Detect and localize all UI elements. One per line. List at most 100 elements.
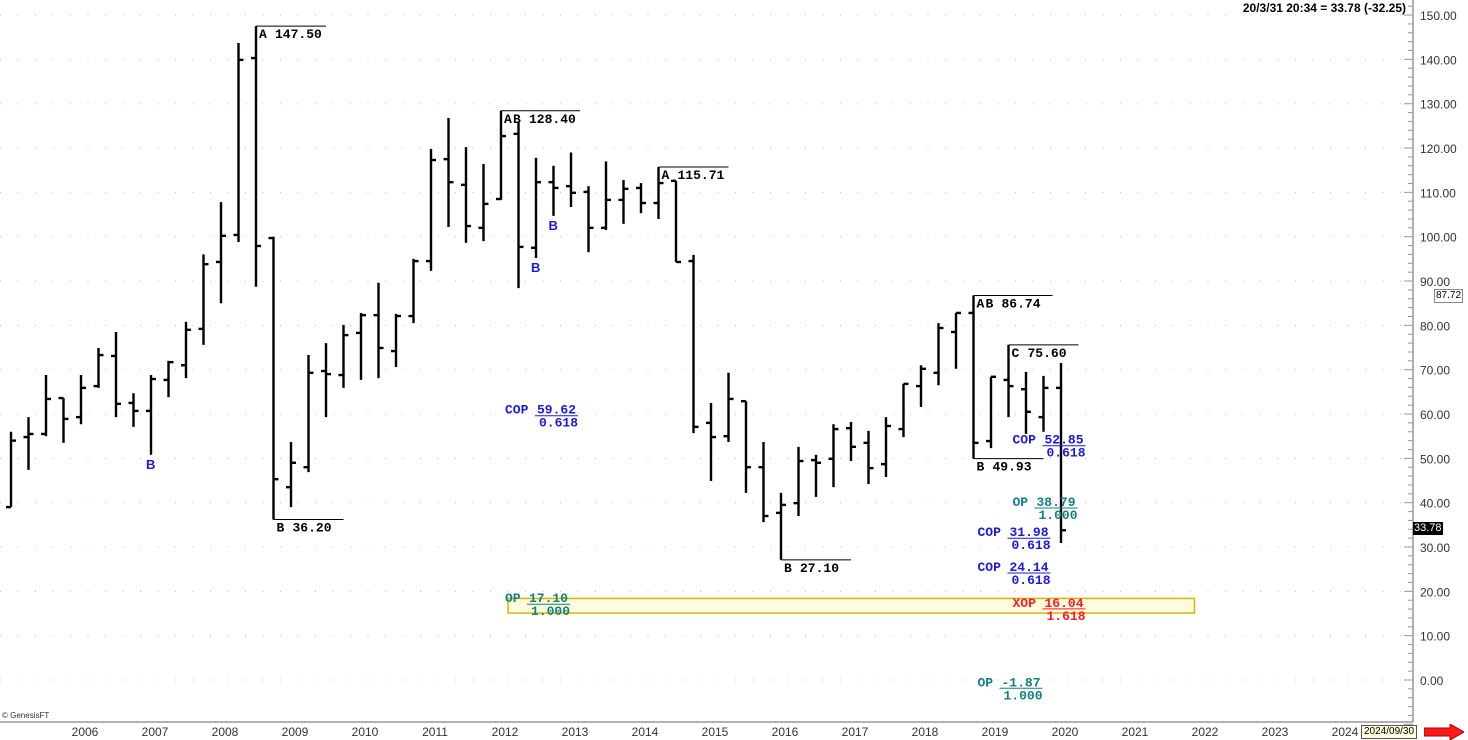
ohlc-bar: [618, 179, 629, 224]
ohlc-bar: [58, 396, 69, 443]
ohlc-bar: [688, 254, 699, 434]
ohlc-bar: [811, 454, 821, 497]
y-tick-label: 0.00: [1420, 674, 1444, 688]
ohlc-bar: [916, 365, 926, 407]
ohlc-bar: [408, 258, 419, 324]
ohlc-bar: [496, 110, 506, 201]
ohlc-bar: [513, 122, 524, 289]
y-tick-label: 10.00: [1420, 630, 1450, 644]
price-readout: 20/3/31 20:34 = 33.78 (-32.25): [1242, 1, 1406, 15]
x-tick-label: 2022: [1192, 725, 1219, 739]
swing-price: 128.40: [529, 112, 576, 127]
ohlc-bar: [758, 441, 769, 523]
target-zone-layer: [507, 597, 1196, 614]
ohlc-bar: [356, 312, 366, 380]
ohlc-bars: [6, 26, 1066, 560]
fib-value: 52.85: [1045, 433, 1084, 448]
x-tick-label: 2021: [1122, 725, 1149, 739]
x-tick-label: 2024: [1332, 725, 1359, 739]
ohlc-bar: [898, 382, 909, 438]
swing-price: 36.20: [293, 521, 332, 536]
ohlc-bar: [163, 360, 174, 398]
y-tick-label: 30.00: [1420, 541, 1450, 555]
ohlc-bar: [846, 421, 856, 462]
copyright-label: © GenesisFT: [2, 711, 50, 720]
fib-value: -1.87: [1002, 675, 1041, 690]
swing-letter: A: [662, 168, 670, 183]
swing-price: 75.60: [1028, 346, 1067, 361]
ohlc-bar: [6, 431, 16, 509]
ohlc-bar: [828, 424, 839, 488]
ohlc-bar: [286, 441, 296, 508]
ohlc-bar: [111, 332, 121, 418]
red-arrow-right-icon[interactable]: [1424, 724, 1464, 740]
fib-ratio: 1.000: [1003, 688, 1042, 703]
x-axis[interactable]: 2006 2007 2008 2009 2010 2011 2012 2013 2014 2015…: [0, 721, 1413, 739]
ohlc-bar: [706, 402, 716, 481]
fib-ratio: 0.618: [1011, 538, 1050, 553]
x-tick-label: 2014: [632, 725, 659, 739]
ohlc-bar: [583, 186, 594, 253]
ohlc-bar: [863, 430, 874, 485]
fib-kind: COP: [505, 403, 529, 418]
ohlc-bar: [321, 343, 331, 418]
ohlc-bar: [41, 375, 51, 437]
fib-kind: OP: [1013, 495, 1029, 510]
y-tick-label: 150.00: [1420, 9, 1457, 23]
fib-value: 59.62: [537, 403, 576, 418]
ohlc-bar: [671, 179, 681, 264]
ohlc-bar: [303, 355, 314, 473]
b-marker: B: [146, 457, 155, 472]
x-tick-label: 2008: [212, 725, 239, 739]
fib-kind: COP: [1013, 433, 1037, 448]
ohlc-bar: [951, 311, 961, 369]
fib-ratio: 0.618: [1011, 573, 1050, 588]
fib-kind: OP: [978, 675, 994, 690]
ohlc-bar: [741, 399, 751, 493]
x-tick-label: 2016: [772, 725, 799, 739]
target-zone-box[interactable]: [507, 597, 1196, 614]
x-tick-label: 2010: [352, 725, 379, 739]
fib-ratio: 1.000: [1038, 508, 1077, 523]
ohlc-bar: [986, 375, 996, 449]
ohlc-bar: [373, 282, 384, 379]
ohlc-bar: [251, 26, 261, 287]
y-tick-label: 100.00: [1420, 231, 1457, 245]
x-tick-label: 2023: [1262, 725, 1289, 739]
annotations: A 147.50B 36.20A B 128.40A 115.71B 27.10A B 86.7…: [146, 25, 1086, 703]
ohlc-bar: [776, 492, 786, 560]
ohlc-bar: [128, 393, 139, 427]
swing-letter: A: [259, 27, 267, 42]
swing-price: 147.50: [275, 27, 322, 42]
ohlc-bar: [601, 161, 611, 231]
x-tick-label: 2020: [1052, 725, 1079, 739]
ohlc-bar: [531, 157, 541, 258]
date-tooltip: 2024/09/30: [1361, 725, 1418, 739]
cursor-price-tag: 87.72: [1434, 289, 1464, 303]
y-tick-label: 130.00: [1420, 98, 1457, 112]
ohlc-bar: [1038, 375, 1049, 432]
ohlc-bar: [1056, 363, 1066, 544]
y-tick-label: 40.00: [1420, 497, 1450, 511]
y-tick-label: 90.00: [1420, 275, 1450, 289]
ohlc-bar: [933, 323, 944, 386]
ohlc-bar: [881, 417, 891, 477]
swing-letter: A: [504, 112, 512, 127]
y-tick-label: 80.00: [1420, 319, 1450, 333]
swing-letter: B: [977, 460, 985, 475]
fib-value: 31.98: [1010, 525, 1049, 540]
ohlc-bar: [216, 202, 226, 304]
y-tick-label: 20.00: [1420, 585, 1450, 599]
y-axis[interactable]: 150.00 140.00 130.00 120.00 110.00 100.00 90.0…: [1404, 0, 1457, 725]
x-tick-label: 2013: [562, 725, 589, 739]
y-tick-label: 50.00: [1420, 452, 1450, 466]
ohlc-bar: [1021, 371, 1031, 434]
last-price-tag: 33.78: [1413, 522, 1443, 535]
ohlc-bar: [653, 167, 664, 219]
fib-value: 17.10: [529, 591, 568, 606]
x-tick-label: 2007: [142, 725, 169, 739]
ohlc-bar: [723, 372, 734, 442]
x-tick-label: 2006: [72, 725, 99, 739]
y-tick-label: 110.00: [1420, 186, 1456, 200]
